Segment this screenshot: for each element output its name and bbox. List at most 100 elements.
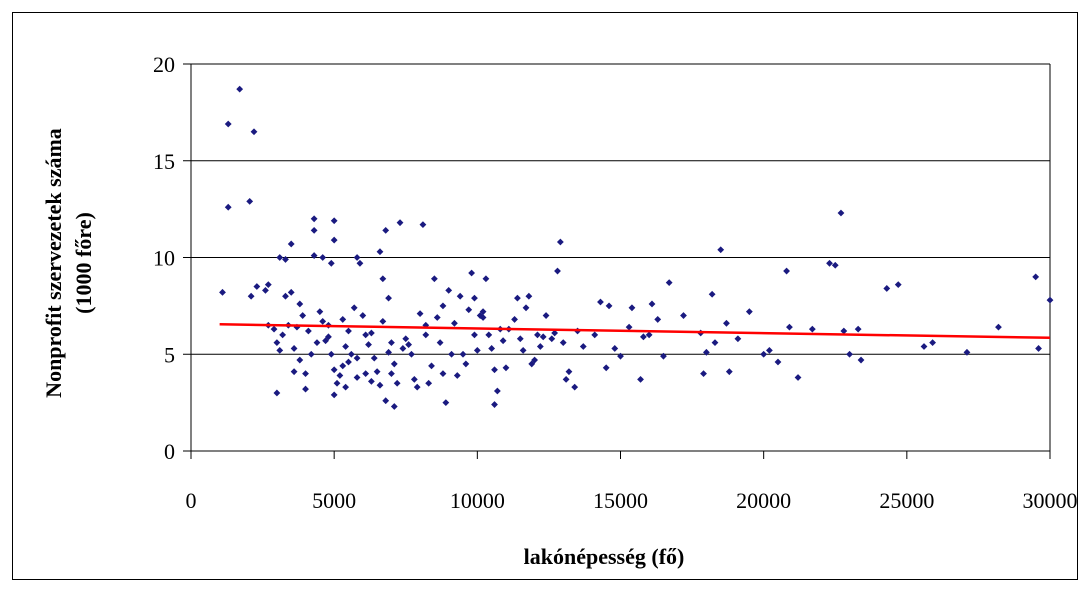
data-point — [783, 267, 790, 275]
data-point — [313, 339, 321, 347]
data-point — [786, 323, 793, 331]
data-point — [296, 356, 304, 364]
data-point — [333, 379, 341, 387]
data-point — [433, 314, 441, 321]
data-point — [422, 331, 430, 339]
data-point — [330, 366, 338, 374]
data-point — [270, 325, 278, 333]
data-point — [359, 312, 367, 319]
y-tick-label: 10 — [153, 246, 175, 271]
data-point — [302, 385, 309, 393]
data-point — [393, 379, 401, 387]
x-tick-label: 15000 — [593, 488, 648, 513]
data-point — [419, 221, 427, 229]
y-tick-labels: 0 5 10 15 20 — [153, 52, 175, 464]
data-point — [287, 240, 295, 248]
data-point — [734, 335, 742, 343]
data-point — [390, 360, 398, 368]
data-point — [534, 331, 541, 339]
x-tick-label: 0 — [186, 488, 197, 513]
data-point — [365, 341, 372, 348]
data-point — [562, 376, 570, 383]
data-point — [617, 352, 624, 360]
data-point — [1046, 296, 1054, 304]
data-point — [399, 345, 407, 352]
x-tick-label: 25000 — [879, 488, 934, 513]
data-point — [456, 292, 464, 300]
data-point — [571, 383, 579, 391]
data-point — [857, 356, 865, 364]
data-point — [528, 360, 536, 368]
data-point — [382, 397, 390, 405]
data-point — [416, 310, 424, 318]
data-point — [479, 314, 487, 321]
data-point — [339, 362, 347, 370]
x-axis-title: lakónépesség (fő) — [524, 544, 685, 569]
data-point — [290, 345, 298, 352]
data-point — [453, 372, 461, 379]
data-point — [471, 331, 478, 339]
data-point — [465, 306, 473, 314]
data-point — [410, 376, 418, 383]
data-point — [439, 302, 447, 310]
y-tick-label: 15 — [153, 149, 175, 174]
data-point — [345, 358, 352, 366]
data-point — [367, 377, 375, 385]
data-point — [224, 120, 232, 128]
data-point — [385, 294, 392, 302]
y-tick-label: 5 — [164, 342, 175, 367]
data-point — [330, 236, 338, 244]
data-point — [408, 350, 415, 358]
data-point — [347, 350, 355, 358]
trendline-group — [219, 323, 1051, 340]
data-point — [556, 238, 564, 246]
data-point — [353, 254, 361, 261]
data-point — [310, 227, 318, 234]
data-point — [774, 358, 782, 366]
data-point — [640, 333, 647, 341]
data-point — [551, 329, 559, 337]
data-point — [700, 370, 707, 377]
data-point — [605, 302, 613, 310]
data-point — [725, 368, 733, 376]
data-point — [548, 335, 556, 343]
data-point — [840, 327, 848, 335]
data-point — [327, 350, 335, 358]
data-point — [462, 360, 470, 368]
data-point — [246, 197, 254, 205]
data-point — [554, 267, 561, 275]
data-point — [760, 350, 768, 358]
data-point — [302, 370, 309, 377]
data-point — [385, 348, 392, 356]
data-point — [559, 339, 567, 347]
data-point — [654, 316, 662, 323]
data-point — [611, 345, 619, 352]
data-point — [388, 370, 395, 377]
data-point — [376, 248, 384, 256]
x-tick-label: 20000 — [736, 488, 791, 513]
data-point — [723, 319, 730, 327]
data-point — [591, 331, 599, 339]
data-point — [602, 364, 610, 372]
data-point — [273, 389, 281, 397]
data-point — [319, 317, 327, 325]
data-point — [276, 346, 284, 354]
data-point — [491, 366, 498, 374]
y-tick-label: 0 — [164, 439, 175, 464]
data-point — [894, 281, 902, 288]
data-point — [442, 399, 450, 407]
data-point — [468, 269, 476, 277]
x-tick-label: 10000 — [450, 488, 505, 513]
data-point — [536, 343, 544, 350]
data-point — [479, 308, 487, 316]
data-point — [353, 374, 361, 381]
data-point — [451, 319, 458, 327]
data-point — [356, 259, 364, 267]
data-points — [219, 85, 1054, 410]
data-point — [522, 304, 530, 312]
data-point — [339, 316, 347, 323]
data-point — [319, 254, 327, 261]
data-point — [367, 329, 375, 337]
data-point — [342, 343, 350, 350]
